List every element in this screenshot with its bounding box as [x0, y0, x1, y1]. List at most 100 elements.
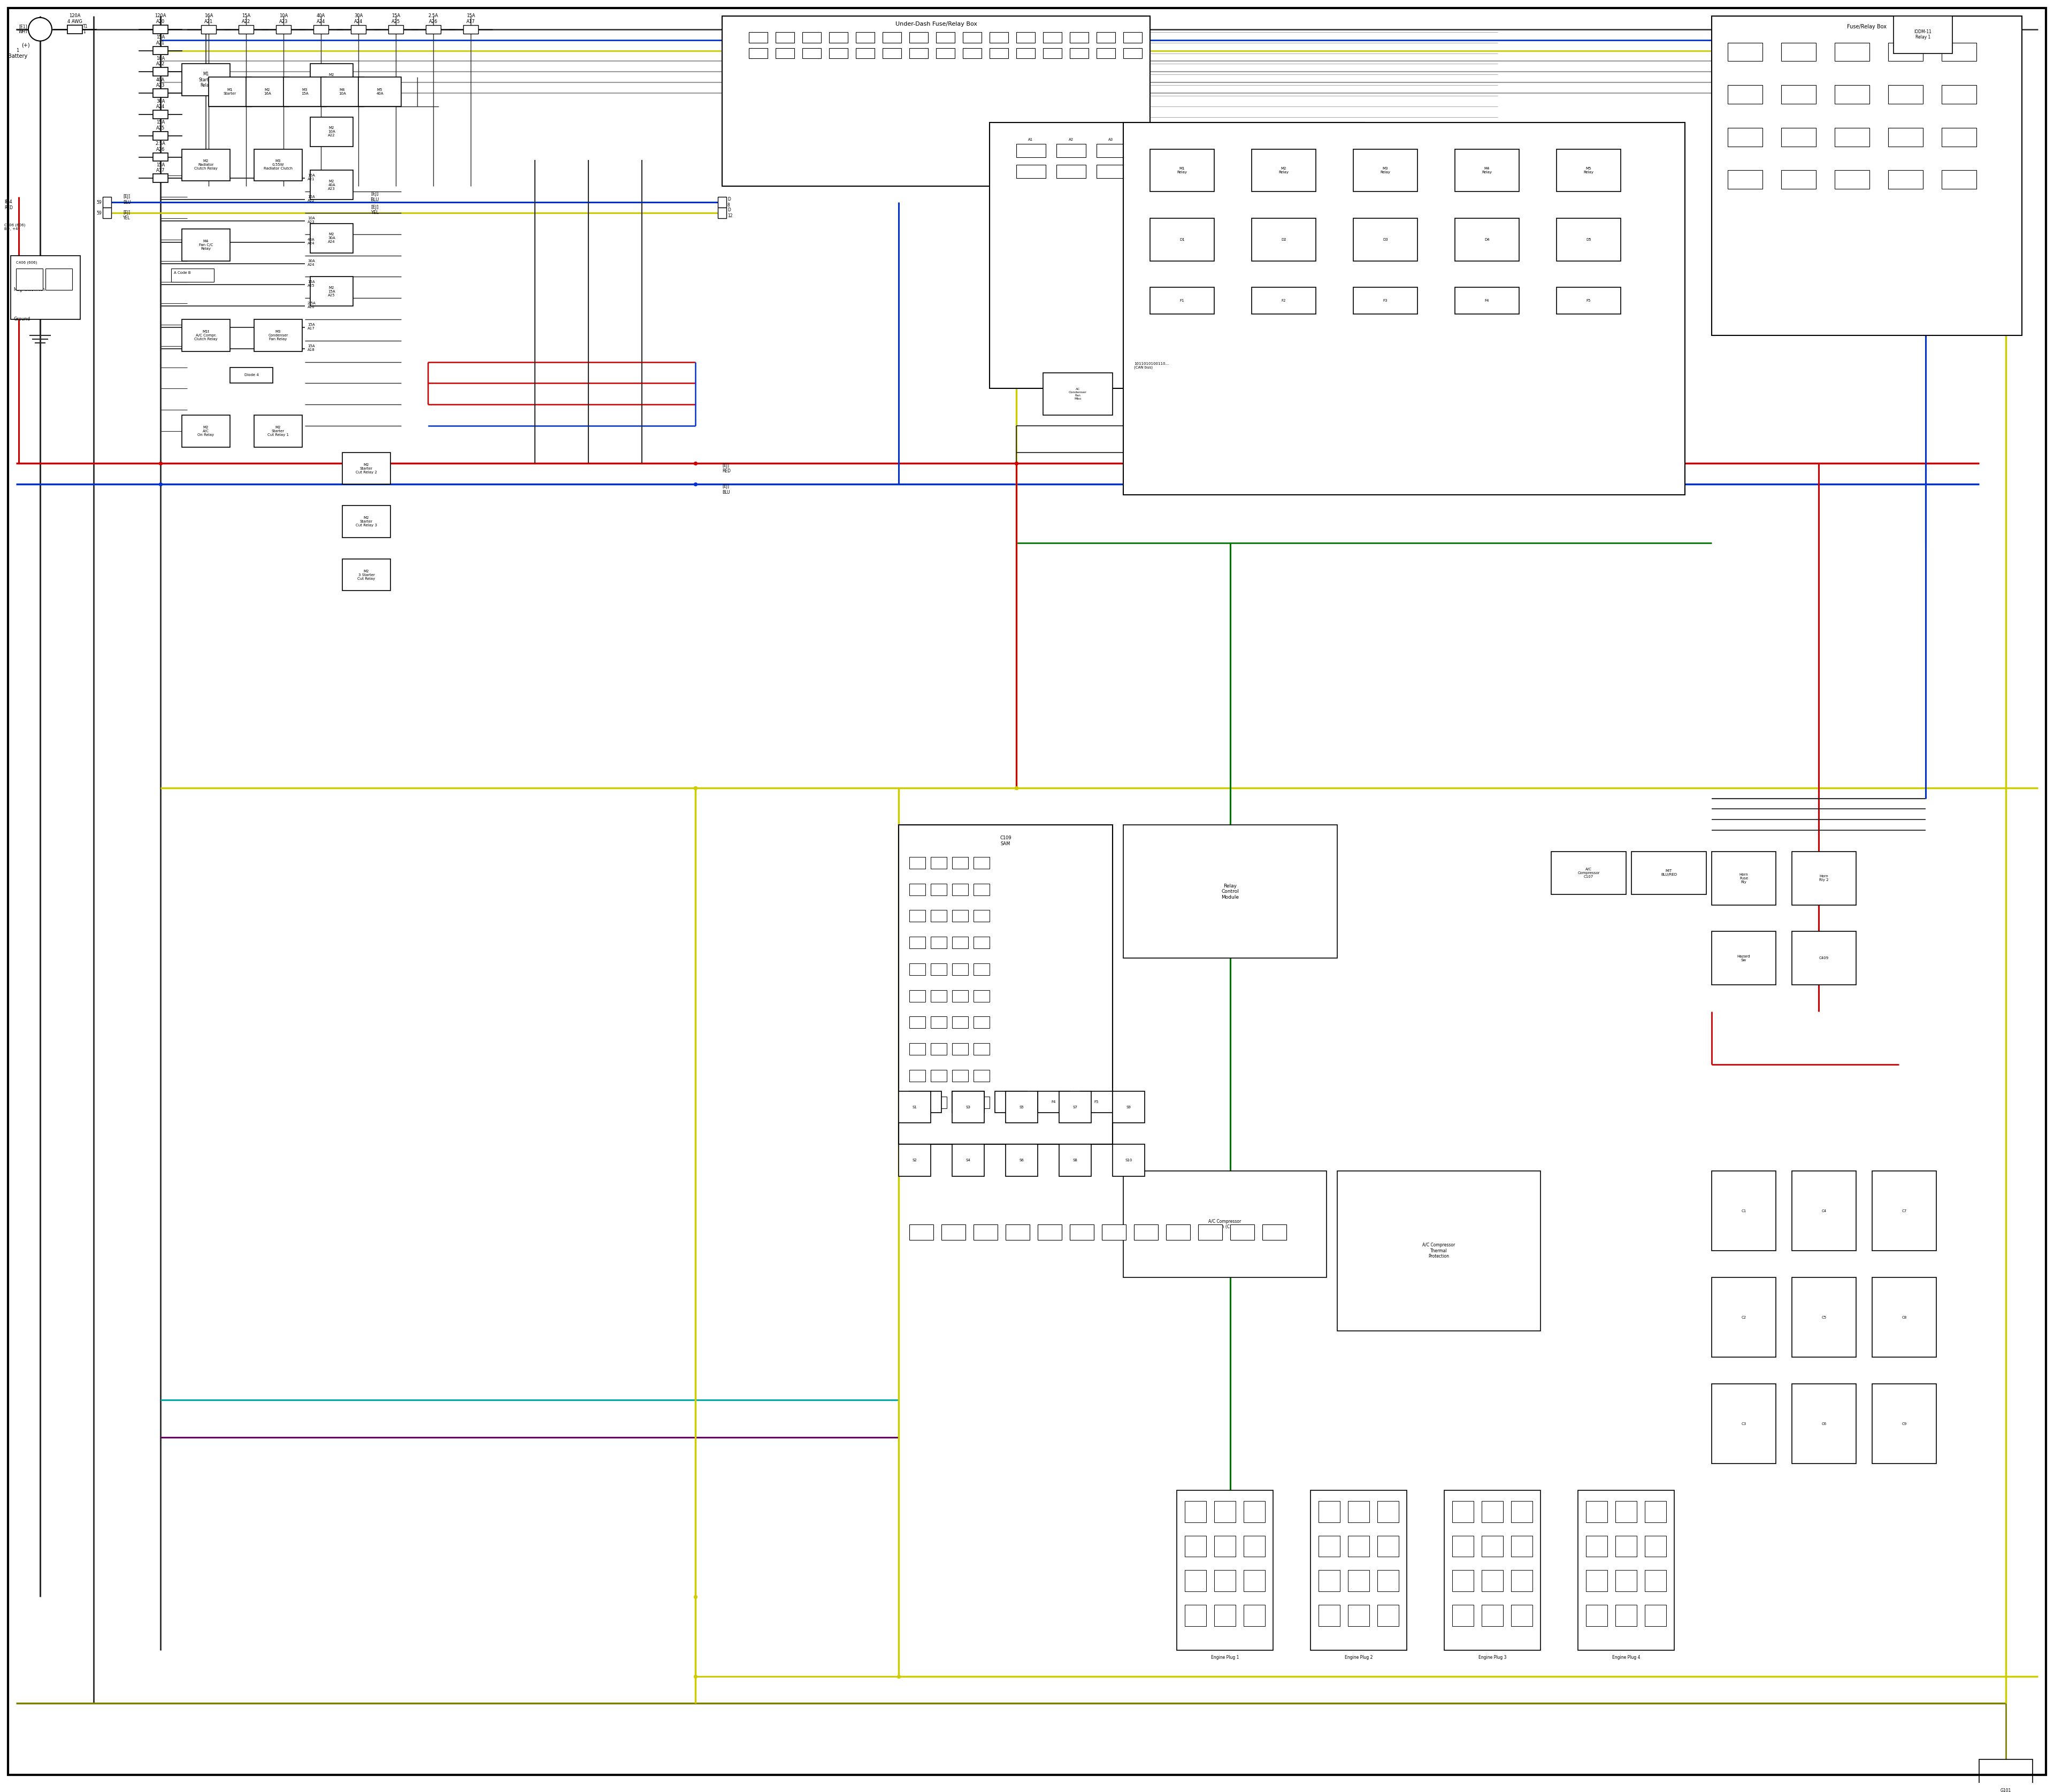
Text: Under-Dash Fuse/Relay Box: Under-Dash Fuse/Relay Box — [896, 22, 978, 27]
Bar — [1727, 170, 1762, 188]
Text: M3
Condenser
Fan Relay: M3 Condenser Fan Relay — [269, 330, 288, 340]
Bar — [910, 937, 926, 948]
Bar — [1185, 1536, 1206, 1557]
Text: C3: C3 — [1742, 1423, 1746, 1425]
Text: 10A
A23: 10A A23 — [308, 217, 314, 224]
Text: M4
Fan C/C
Relay: M4 Fan C/C Relay — [199, 240, 214, 251]
Bar — [910, 1070, 926, 1082]
Bar — [1452, 1570, 1473, 1591]
Text: M2
3 Starter
Cut Relay: M2 3 Starter Cut Relay — [357, 570, 376, 581]
Bar — [1070, 32, 1089, 43]
Point — [1000, 774, 1033, 803]
Bar — [1298, 165, 1327, 179]
Bar — [310, 276, 353, 306]
Bar — [105, 208, 111, 217]
Text: F5: F5 — [1586, 299, 1592, 303]
Bar — [201, 25, 216, 34]
Bar — [719, 208, 725, 217]
Bar — [1557, 219, 1621, 262]
Text: 15A
A21: 15A A21 — [156, 34, 164, 45]
Bar — [1781, 43, 1816, 61]
Bar — [803, 48, 822, 59]
Text: M1
Relay: M1 Relay — [1177, 167, 1187, 174]
Bar — [183, 319, 230, 351]
Bar — [974, 1016, 990, 1029]
Text: C6: C6 — [1822, 1423, 1826, 1425]
Bar — [1354, 287, 1417, 314]
Bar — [343, 452, 390, 484]
Bar — [152, 109, 168, 118]
Bar — [1781, 170, 1816, 188]
Bar — [930, 883, 947, 896]
Bar — [930, 910, 947, 921]
Bar — [357, 77, 401, 106]
Bar — [953, 1091, 984, 1124]
Bar — [910, 989, 926, 1002]
Point — [680, 448, 713, 477]
Text: A8: A8 — [1308, 138, 1315, 142]
Bar — [1319, 1536, 1339, 1557]
Bar — [974, 1097, 990, 1107]
Bar — [310, 170, 353, 199]
Point — [1000, 448, 1033, 477]
Bar — [1586, 1606, 1608, 1625]
Bar — [1070, 48, 1089, 59]
Bar — [1185, 1570, 1206, 1591]
Bar — [152, 152, 168, 161]
Point — [680, 1663, 713, 1692]
Bar — [974, 1224, 998, 1240]
Text: G101: G101 — [2001, 1788, 2011, 1792]
Bar — [1070, 1224, 1095, 1240]
Bar — [953, 1145, 984, 1176]
Text: M1t
A/C Compr.
Clutch Relay: M1t A/C Compr. Clutch Relay — [195, 330, 218, 340]
Bar — [974, 883, 990, 896]
Text: C109
SAM: C109 SAM — [1000, 835, 1011, 846]
Bar — [930, 937, 947, 948]
Bar — [1481, 1606, 1504, 1625]
Bar — [238, 25, 253, 34]
Text: 40A
A24: 40A A24 — [316, 14, 325, 23]
Bar — [1177, 1491, 1273, 1650]
Bar — [1243, 1606, 1265, 1625]
Text: Horn
Fuse
Rly: Horn Fuse Rly — [1740, 873, 1748, 883]
Bar — [1216, 143, 1247, 158]
Bar — [930, 1016, 947, 1029]
Bar — [283, 77, 327, 106]
Text: 10A
A22: 10A A22 — [156, 56, 164, 66]
Text: M1
Starter
Relay: M1 Starter Relay — [199, 72, 214, 88]
Bar — [1791, 932, 1857, 984]
Text: M4
Relay: M4 Relay — [1481, 167, 1491, 174]
Text: 120A
A20: 120A A20 — [154, 14, 166, 23]
Bar — [1243, 1536, 1265, 1557]
Bar — [103, 197, 111, 208]
Text: 40A
A23: 40A A23 — [156, 77, 164, 88]
Text: 16A
A21: 16A A21 — [308, 174, 314, 181]
Bar — [1711, 851, 1777, 905]
Text: Engine Plug 4: Engine Plug 4 — [1612, 1656, 1641, 1659]
Text: M2
Starter
Cut Relay 2: M2 Starter Cut Relay 2 — [355, 462, 378, 473]
Bar — [255, 416, 302, 446]
Bar — [953, 989, 967, 1002]
Bar — [1444, 1491, 1540, 1650]
Bar — [1711, 1278, 1777, 1357]
Text: 15A
A17: 15A A17 — [156, 163, 164, 174]
Text: [EJ]
RED: [EJ] RED — [723, 462, 731, 473]
Bar — [1080, 1091, 1113, 1113]
Bar — [1251, 219, 1317, 262]
Bar — [990, 122, 1364, 389]
Bar — [1257, 143, 1286, 158]
Bar — [1586, 1536, 1608, 1557]
Bar — [1298, 143, 1327, 158]
Bar — [723, 16, 1150, 186]
Bar — [255, 149, 302, 181]
Bar — [1214, 1502, 1237, 1521]
Text: F1: F1 — [1179, 299, 1185, 303]
Bar — [1834, 43, 1869, 61]
Bar — [803, 32, 822, 43]
Bar — [1791, 1170, 1857, 1251]
Bar — [930, 1070, 947, 1082]
Bar — [152, 90, 168, 97]
Bar — [1834, 170, 1869, 188]
Text: M2
40A
A23: M2 40A A23 — [329, 179, 335, 190]
Text: A Code B: A Code B — [175, 271, 191, 274]
